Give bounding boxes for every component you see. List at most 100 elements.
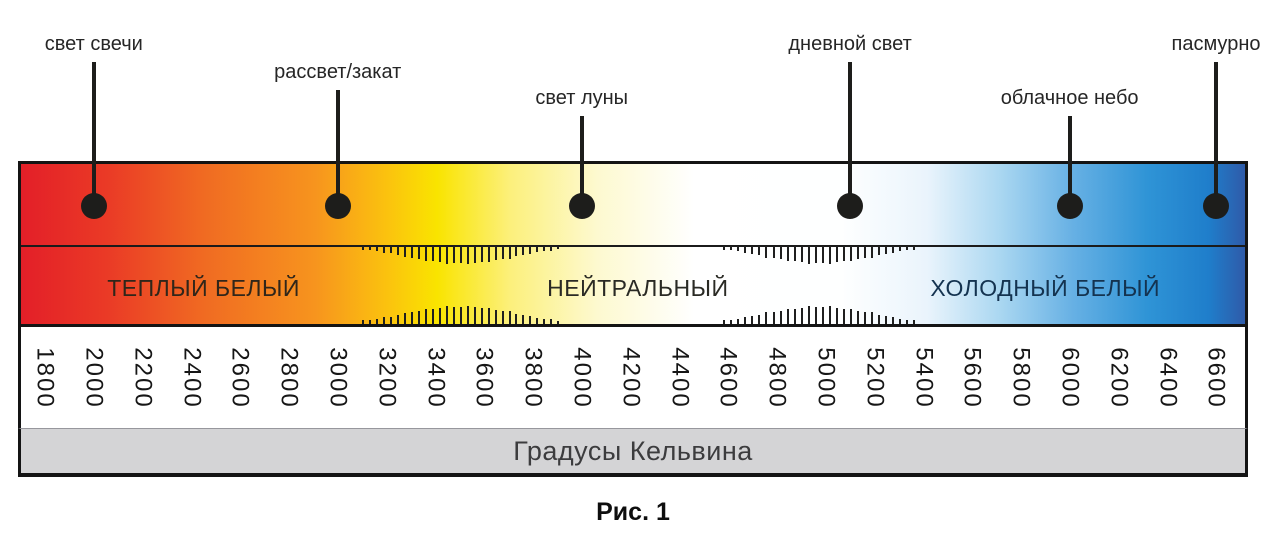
transition-tick-bottom bbox=[779, 311, 782, 324]
transition-tick-bottom bbox=[390, 317, 393, 324]
transition-tick-top bbox=[459, 246, 462, 263]
transition-tick-top bbox=[892, 246, 895, 253]
transition-tick-bottom bbox=[800, 308, 803, 324]
marker-dot bbox=[1203, 193, 1229, 219]
transition-tick-top bbox=[864, 246, 867, 258]
transition-tick-bottom bbox=[765, 312, 768, 324]
transition-tick-top bbox=[362, 246, 365, 250]
transition-tick-bottom bbox=[786, 309, 789, 324]
kelvin-axis-label: Градусы Кельвина bbox=[513, 435, 753, 466]
transition-tick-top bbox=[445, 246, 448, 264]
marker-dot bbox=[1056, 193, 1083, 219]
transition-tick-top bbox=[494, 246, 497, 260]
transition-tick-top bbox=[508, 246, 511, 259]
transition-tick-bottom bbox=[445, 306, 448, 324]
transition-tick-bottom bbox=[751, 316, 754, 324]
transition-tick-top bbox=[515, 246, 518, 256]
transition-tick-top bbox=[501, 246, 504, 259]
transition-tick-top bbox=[828, 246, 831, 264]
marker-stem bbox=[1067, 116, 1072, 206]
transition-tick-bottom bbox=[424, 309, 427, 324]
marker-dot bbox=[837, 193, 864, 219]
transition-tick-top bbox=[403, 246, 406, 257]
transition-tick-top bbox=[466, 246, 469, 264]
transition-tick-top bbox=[871, 246, 874, 258]
transition-tick-bottom bbox=[522, 315, 525, 324]
transition-tick-bottom bbox=[515, 314, 518, 324]
transition-tick-bottom bbox=[843, 309, 845, 324]
transition-tick-top bbox=[536, 246, 539, 252]
transition-tick-top bbox=[410, 246, 413, 258]
figure-caption: Рис. 1 bbox=[596, 498, 670, 526]
transition-tick-top bbox=[850, 246, 853, 261]
transition-tick-bottom bbox=[529, 316, 532, 324]
transition-tick-top bbox=[487, 246, 490, 262]
marker-dot bbox=[568, 193, 595, 219]
transition-tick-bottom bbox=[396, 315, 399, 324]
transition-tick-bottom bbox=[362, 320, 365, 324]
transition-tick-bottom bbox=[730, 320, 733, 324]
transition-tick-bottom bbox=[885, 316, 888, 324]
transition-tick-bottom bbox=[723, 320, 726, 324]
zone-label: ТЕПЛЫЙ БЕЛЫЙ bbox=[107, 275, 300, 301]
transition-tick-top bbox=[821, 246, 824, 263]
transition-tick-bottom bbox=[536, 318, 539, 324]
transition-tick-bottom bbox=[821, 307, 824, 324]
transition-tick-bottom bbox=[828, 306, 831, 324]
transition-tick-top bbox=[800, 246, 803, 262]
transition-tick-bottom bbox=[494, 310, 497, 324]
transition-tick-bottom bbox=[793, 309, 796, 324]
transition-tick-bottom bbox=[459, 307, 462, 324]
transition-tick-bottom bbox=[480, 308, 483, 324]
transition-tick-top bbox=[906, 246, 909, 250]
transition-tick-top bbox=[793, 246, 796, 261]
marker-stem bbox=[848, 62, 853, 206]
transition-tick-top bbox=[431, 246, 434, 261]
transition-tick-top bbox=[390, 246, 393, 253]
transition-tick-bottom bbox=[892, 317, 895, 324]
marker-stem bbox=[1214, 62, 1218, 206]
transition-tick-top bbox=[424, 246, 427, 261]
transition-tick-top bbox=[383, 246, 386, 253]
kelvin-axis-bar: Градусы Кельвина bbox=[18, 428, 1248, 477]
transition-tick-top bbox=[529, 246, 532, 254]
transition-tick-bottom bbox=[557, 321, 560, 324]
marker-dot bbox=[80, 193, 107, 219]
transition-tick-top bbox=[369, 246, 372, 250]
zone-label: ХОЛОДНЫЙ БЕЛЫЙ bbox=[930, 275, 1161, 301]
kelvin-scale-strip bbox=[18, 327, 1248, 428]
transition-tick-bottom bbox=[864, 312, 867, 324]
marker-label: пасмурно bbox=[1171, 33, 1261, 55]
transition-tick-top bbox=[843, 246, 845, 261]
transition-tick-top bbox=[779, 246, 782, 259]
transition-tick-top bbox=[913, 246, 916, 250]
transition-tick-bottom bbox=[417, 311, 420, 324]
transition-tick-top bbox=[543, 246, 546, 251]
transition-tick-top bbox=[835, 246, 838, 262]
transition-tick-bottom bbox=[508, 311, 511, 324]
marker-label: свет луны bbox=[535, 87, 629, 109]
transition-tick-bottom bbox=[899, 319, 902, 324]
transition-tick-bottom bbox=[403, 313, 406, 324]
transition-tick-bottom bbox=[871, 312, 874, 324]
marker-stem bbox=[91, 62, 96, 206]
transition-tick-top bbox=[723, 246, 726, 250]
transition-tick-bottom bbox=[466, 306, 469, 324]
transition-tick-bottom bbox=[758, 315, 761, 324]
transition-tick-top bbox=[772, 246, 775, 258]
transition-tick-top bbox=[899, 246, 902, 251]
transition-tick-top bbox=[807, 246, 810, 264]
marker-label: свет свечи bbox=[44, 33, 143, 55]
transition-tick-top bbox=[473, 246, 476, 263]
transition-tick-bottom bbox=[814, 307, 817, 324]
transition-tick-bottom bbox=[473, 307, 476, 324]
transition-tick-bottom bbox=[438, 308, 441, 324]
transition-tick-top bbox=[396, 246, 399, 255]
transition-tick-bottom bbox=[431, 309, 434, 324]
transition-tick-bottom bbox=[383, 317, 386, 324]
transition-tick-bottom bbox=[913, 320, 916, 324]
marker-stem bbox=[579, 116, 584, 206]
transition-tick-top bbox=[751, 246, 754, 254]
